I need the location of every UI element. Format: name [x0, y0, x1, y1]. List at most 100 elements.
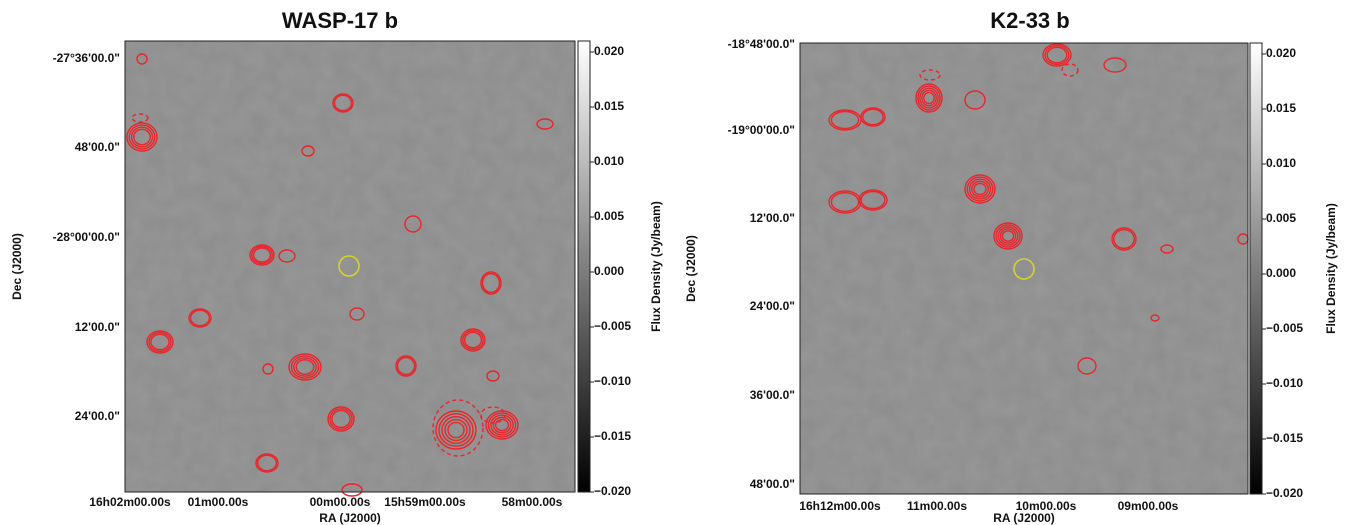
colorbar-tick-label: −0.020: [1266, 486, 1303, 500]
contour: [438, 413, 474, 447]
contour: [441, 416, 471, 445]
contour: [481, 272, 501, 294]
y-axis-label: Dec (J2000): [684, 235, 698, 302]
colorbar: [577, 40, 591, 493]
contour: [1061, 63, 1079, 77]
contour: [301, 145, 315, 157]
contour: [485, 410, 519, 440]
y-tick-label: -19°00'00.0": [728, 123, 795, 137]
contour: [262, 363, 274, 375]
contour: [128, 124, 156, 150]
contour: [995, 224, 1021, 248]
contour: [997, 226, 1019, 246]
contour: [150, 333, 170, 351]
contour: [858, 189, 888, 211]
x-tick-label: 09m00.00s: [1118, 499, 1179, 513]
colorbar-tick-label: 0.005: [1266, 211, 1296, 225]
x-tick-label: 10m00.00s: [1016, 499, 1077, 513]
contour: [494, 418, 510, 432]
colorbar-label: Flux Density (Jy/beam): [1324, 203, 1338, 334]
x-tick-label: 16h12m00.00s: [799, 499, 881, 513]
contour: [919, 69, 941, 81]
y-tick-label: 36'00.0": [750, 388, 795, 402]
contour: [396, 356, 416, 376]
x-tick-label: 58m00.00s: [502, 495, 563, 509]
y-axis-label: Dec (J2000): [10, 233, 24, 300]
contour: [126, 122, 158, 152]
contour: [1001, 230, 1015, 242]
contour: [146, 330, 174, 354]
y-tick-label: 12'00.0": [750, 211, 795, 225]
contour: [252, 247, 272, 263]
contour: [1103, 57, 1127, 73]
colorbar-tick-label: 0.015: [594, 99, 624, 113]
y-tick-label: -28°00'00.0": [53, 230, 120, 244]
x-tick-label: 01m00.00s: [188, 495, 249, 509]
contour: [349, 307, 365, 321]
contour: [188, 308, 212, 328]
contour: [460, 328, 486, 352]
contour: [435, 410, 477, 450]
contour: [1042, 43, 1072, 67]
contour: [1044, 44, 1070, 66]
y-tick-label: 48'00.0": [750, 477, 795, 491]
contour: [131, 113, 149, 123]
contour: [923, 91, 935, 105]
contour: [862, 108, 884, 126]
contour: [968, 178, 992, 200]
contour: [480, 406, 506, 424]
contour: [492, 416, 512, 434]
colorbar-tick-label: 0.020: [1266, 46, 1296, 60]
colorbar-tick-label: −0.010: [594, 374, 631, 388]
y-tick-label: 48'00.0": [75, 140, 120, 154]
contour: [993, 222, 1023, 250]
contour: [917, 85, 941, 111]
x-tick-label: 11m00.00s: [907, 499, 967, 513]
contour: [404, 215, 422, 233]
x-axis-label: RA (J2000): [993, 511, 1055, 525]
contour: [487, 412, 517, 438]
contour: [290, 355, 320, 379]
contour: [136, 53, 148, 65]
contour: [1150, 314, 1160, 322]
contour: [463, 331, 483, 349]
contour: [462, 329, 484, 351]
colorbar: [1249, 42, 1263, 495]
image-frame: [124, 40, 576, 493]
contour: [148, 331, 172, 353]
contour: [971, 180, 989, 198]
contour: [860, 107, 886, 127]
x-tick-label: 15h59m00.00s: [384, 495, 466, 509]
contour: [395, 355, 417, 377]
y-tick-label: 24'00.0": [75, 409, 120, 423]
colorbar-tick-label: 0.020: [594, 44, 624, 58]
contour: [333, 94, 353, 112]
colorbar-label: Flux Density (Jy/beam): [649, 201, 663, 332]
contour: [973, 182, 987, 196]
contour: [256, 454, 278, 472]
contour: [860, 190, 886, 210]
y-tick-label: -27°36'00.0": [53, 51, 120, 65]
colorbar-tick-label: −0.015: [594, 429, 631, 443]
contour: [830, 110, 860, 130]
colorbar-tick-label: 0.015: [1266, 101, 1296, 115]
contour: [341, 483, 363, 497]
image-frame: [799, 42, 1249, 495]
contour: [915, 83, 943, 113]
colorbar-tick-label: −0.005: [1266, 321, 1303, 335]
colorbar-tick-label: 0.010: [594, 154, 624, 168]
colorbar-tick-label: 0.005: [594, 209, 624, 223]
target-marker: [338, 255, 360, 277]
y-tick-label: 24'00.0": [750, 299, 795, 313]
contour: [249, 244, 275, 266]
contour: [288, 353, 322, 381]
image-noise: [800, 43, 1248, 494]
x-tick-label: 00m00.00s: [310, 495, 371, 509]
contour: [444, 418, 468, 442]
contour: [332, 93, 354, 113]
contour: [919, 87, 939, 109]
colorbar-tick-label: 0.010: [1266, 156, 1296, 170]
contour: [327, 406, 355, 432]
contour: [964, 90, 986, 110]
contour: [999, 228, 1017, 244]
